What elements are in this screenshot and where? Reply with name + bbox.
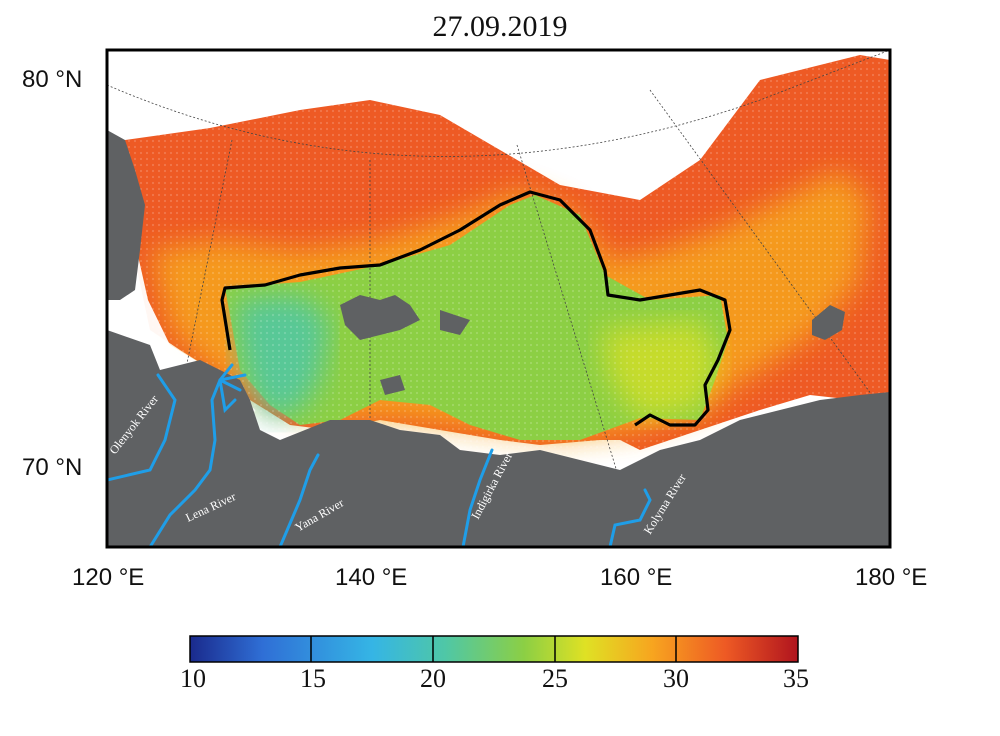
colorbar-tick-35: 35 <box>783 664 809 693</box>
land-west-coast <box>107 130 145 300</box>
colorbar <box>189 635 799 663</box>
colorbar-tick-20: 20 <box>420 664 446 693</box>
salinity-front-isoline <box>220 190 732 427</box>
yana-river <box>278 453 320 547</box>
land-wrangel-island <box>812 305 845 340</box>
colorbar-tick-25: 25 <box>542 664 568 693</box>
lena-river <box>148 373 247 547</box>
longitude-label-120: 120 °E <box>72 564 145 591</box>
longitude-label-140: 140 °E <box>335 564 408 591</box>
longitude-label-160: 160 °E <box>600 564 673 591</box>
colorbar-tick-30: 30 <box>663 664 689 693</box>
map-frame <box>105 48 892 549</box>
map-area: Olenyok River Lena River Yana River Indi… <box>107 50 890 547</box>
olenyok-river <box>107 373 177 482</box>
colorbar-tick-10: 10 <box>180 664 206 693</box>
map-title: 27.09.2019 <box>432 10 568 43</box>
kolyma-river <box>608 488 652 547</box>
latitude-label-70: 70 °N <box>22 454 83 481</box>
colorbar-tick-15: 15 <box>300 664 326 693</box>
latitude-label-80: 80 °N <box>22 66 83 93</box>
rivers <box>107 363 652 547</box>
land-new-siberian-islands <box>340 295 420 340</box>
indigirka-river <box>461 448 494 547</box>
longitude-label-180: 180 °E <box>855 564 928 591</box>
